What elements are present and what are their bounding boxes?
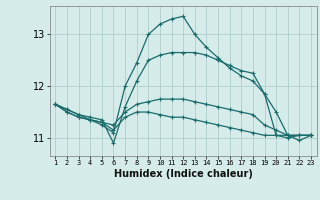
X-axis label: Humidex (Indice chaleur): Humidex (Indice chaleur) (114, 169, 252, 179)
